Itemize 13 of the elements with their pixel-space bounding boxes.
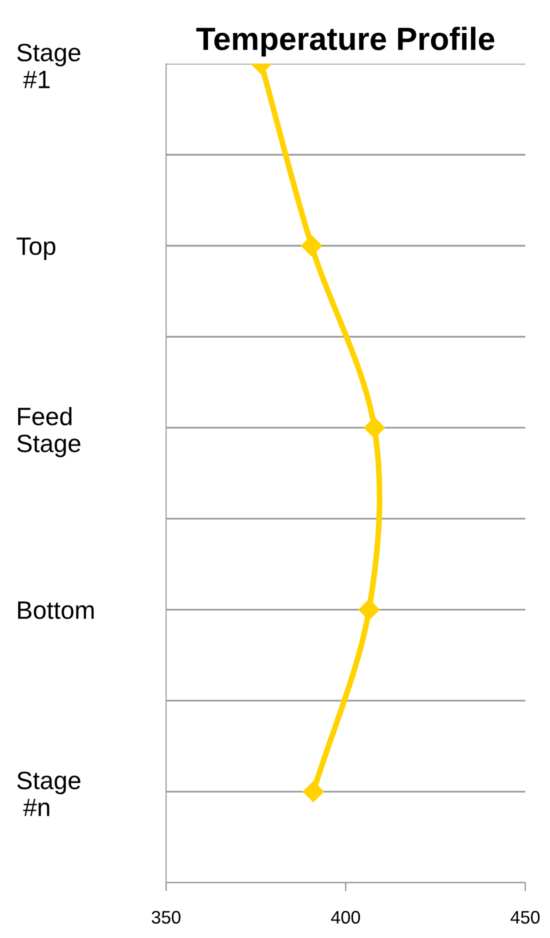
- y-tick-label: Bottom: [18, 602, 94, 620]
- y-tick-label: Stage #n: [17, 772, 80, 816]
- point: [301, 235, 322, 256]
- point: [358, 599, 380, 620]
- point: [364, 417, 385, 438]
- y-tick-label: Stage #1: [17, 44, 80, 88]
- y-tick-label: Top: [16, 238, 56, 260]
- chart-title: Temperature Profile: [196, 26, 494, 57]
- y-tick-label: Feed Stage: [17, 407, 80, 458]
- x-tick-label: 350: [152, 910, 180, 924]
- x-tick-label: 400: [331, 910, 360, 924]
- point: [302, 781, 324, 802]
- x-tick-label: 450: [510, 910, 540, 924]
